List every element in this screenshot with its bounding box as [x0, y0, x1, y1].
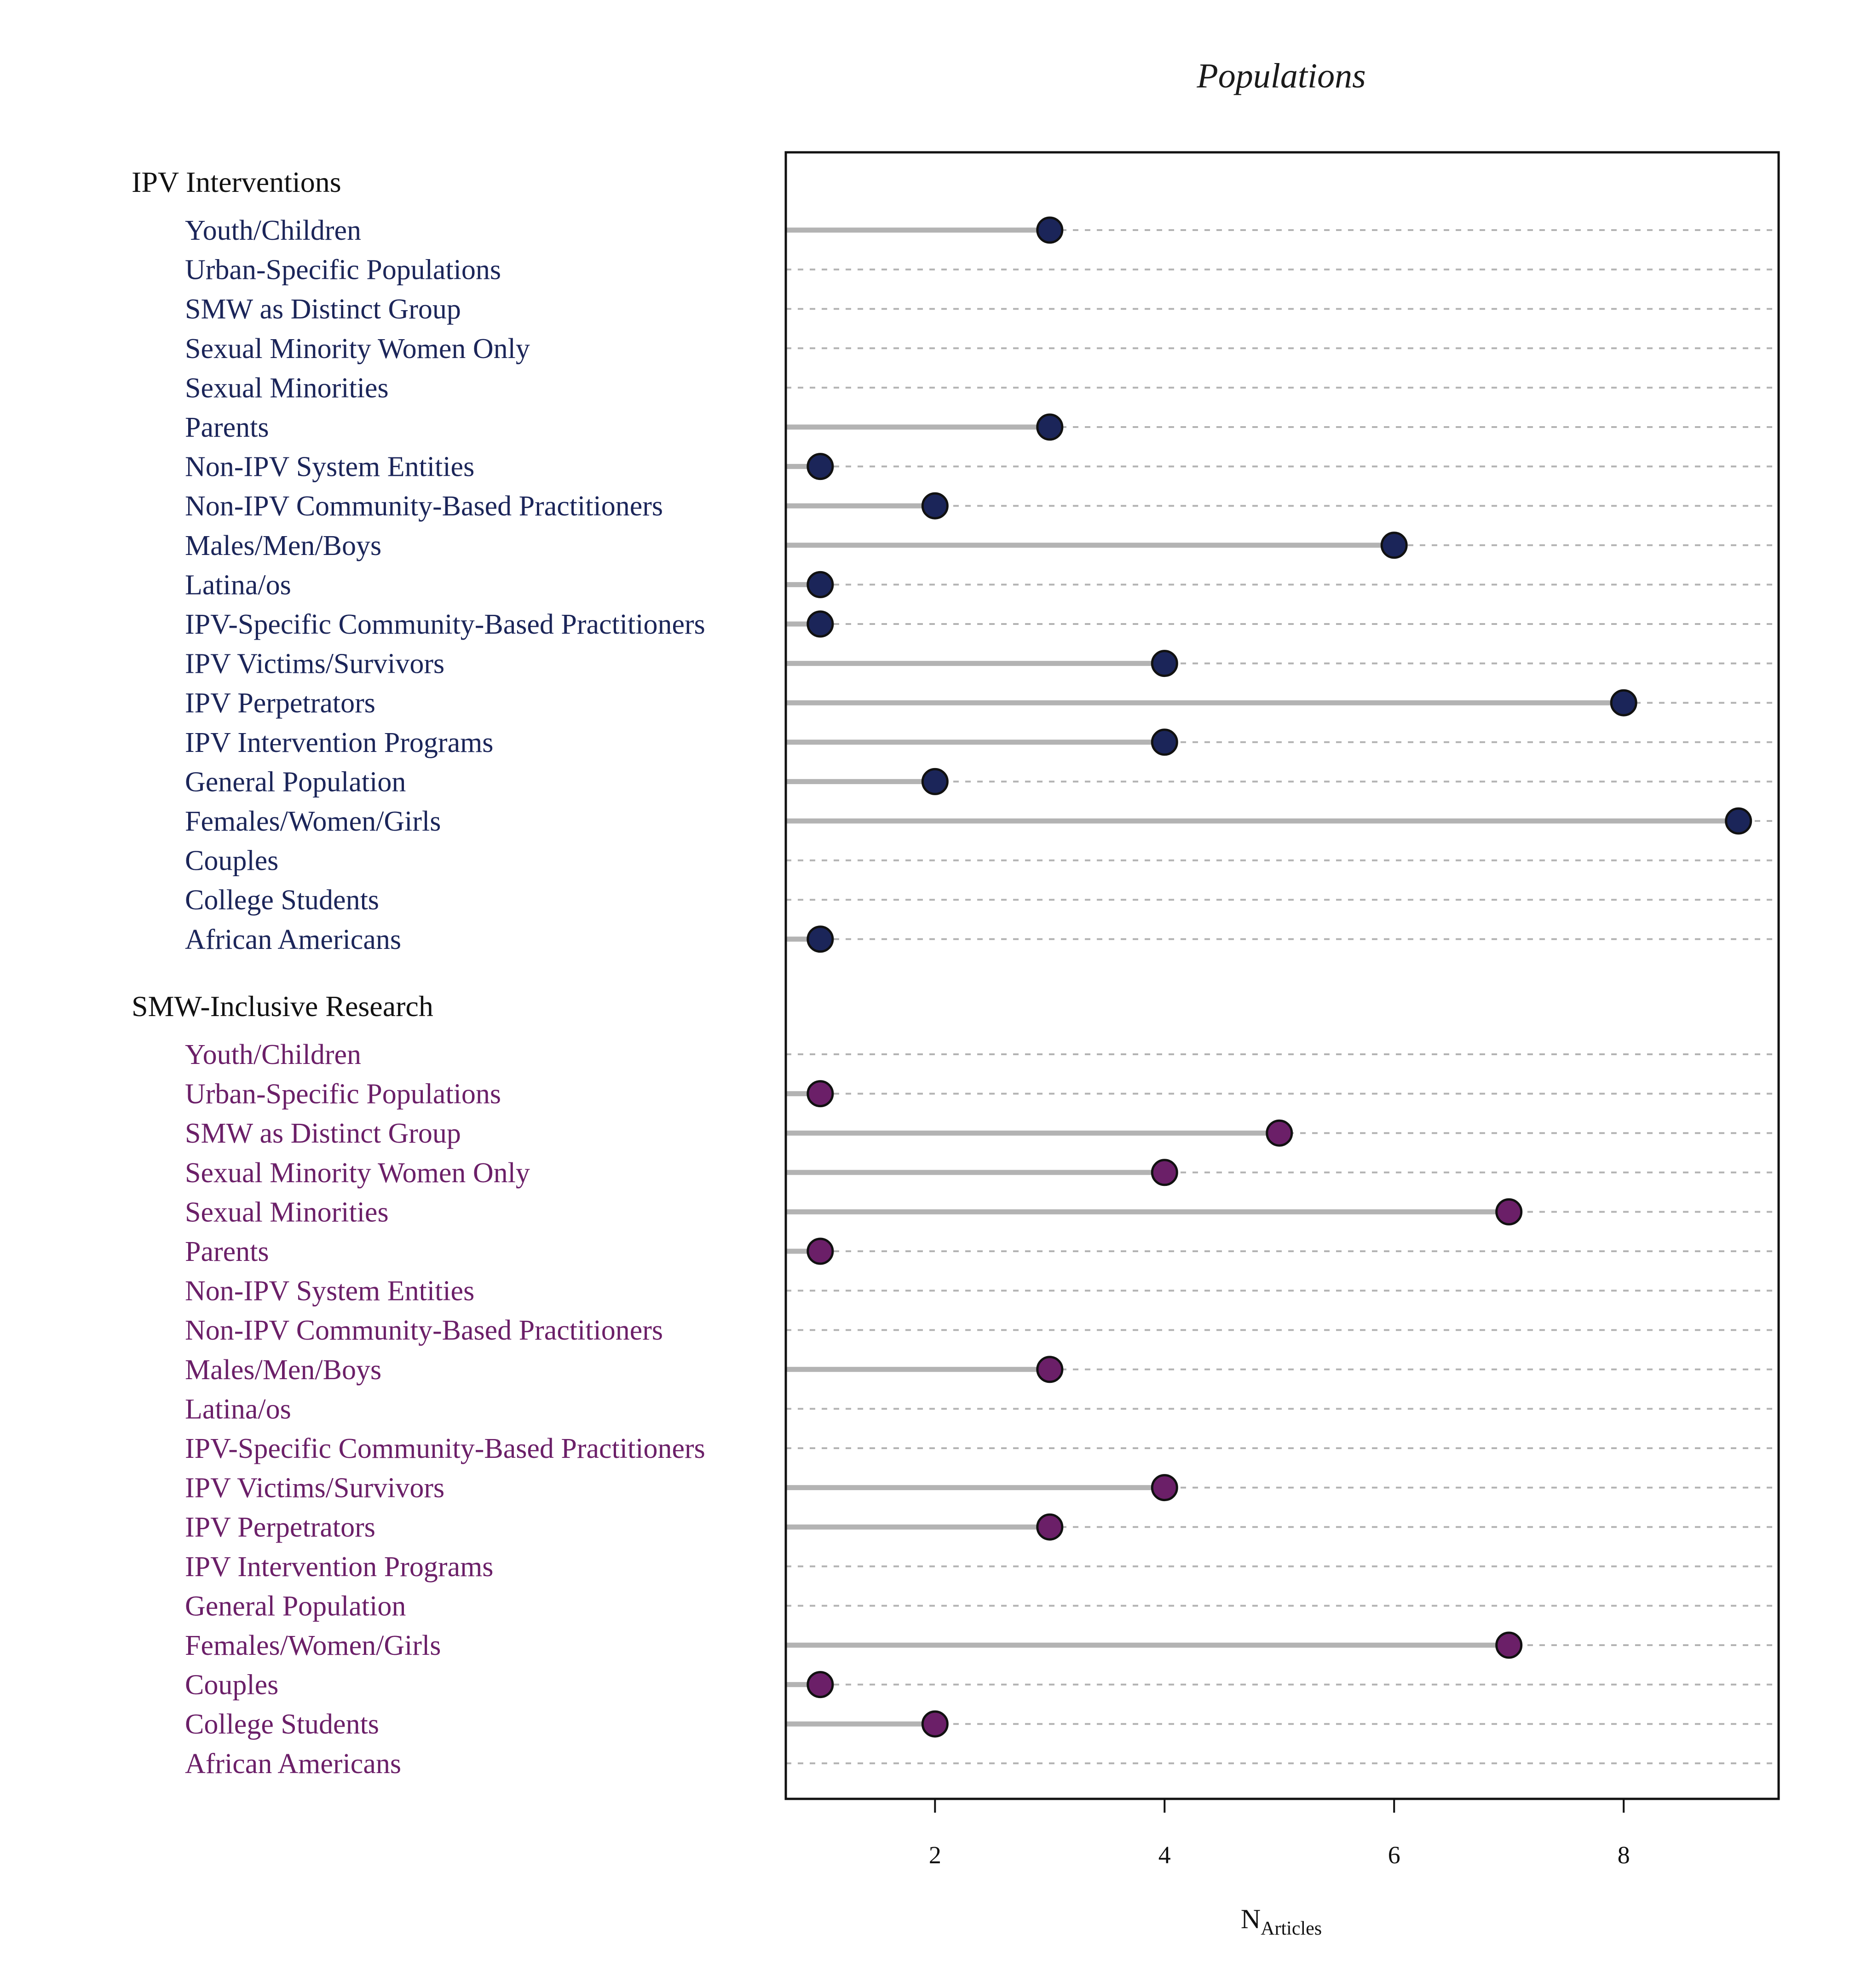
category-label-sexual-minorities: Sexual Minorities	[185, 1196, 389, 1228]
group-heading-ipv-interventions: IPV Interventions	[132, 166, 341, 198]
category-label-non-ipv-system-entities: Non-IPV System Entities	[185, 1276, 474, 1307]
category-label-ipv-perpetrators: IPV Perpetrators	[185, 1512, 375, 1543]
category-label-sexual-minority-women-only: Sexual Minority Women Only	[185, 1157, 530, 1189]
category-label-ipv-perpetrators: IPV Perpetrators	[185, 688, 375, 719]
category-label-non-ipv-community-based-practitioners: Non-IPV Community-Based Practitioners	[185, 491, 663, 522]
chart-title: Populations	[1196, 57, 1365, 95]
category-label-youth-children: Youth/Children	[185, 215, 361, 246]
x-axis-label-main: N	[1241, 1904, 1261, 1934]
group-heading-smw-inclusive-research: SMW-Inclusive Research	[132, 990, 433, 1023]
category-label-african-americans: African Americans	[185, 1748, 401, 1780]
category-label-youth-children: Youth/Children	[185, 1039, 361, 1070]
dot-ipv-interventions-ipv-victims-survivors	[1151, 650, 1178, 677]
dot-ipv-interventions-non-ipv-system-entities	[807, 453, 834, 480]
x-tick-label: 6	[1388, 1841, 1400, 1869]
dot-smw-inclusive-research-sexual-minority-women-only	[1151, 1159, 1178, 1186]
category-label-smw-as-distinct-group: SMW as Distinct Group	[185, 1118, 461, 1149]
category-label-african-americans: African Americans	[185, 924, 401, 955]
dot-ipv-interventions-ipv-specific-community-based-practitioners	[807, 610, 834, 638]
category-label-college-students: College Students	[185, 884, 379, 916]
category-label-smw-as-distinct-group: SMW as Distinct Group	[185, 294, 461, 325]
x-tick-label: 8	[1618, 1841, 1630, 1869]
dot-smw-inclusive-research-urban-specific-populations	[807, 1080, 834, 1108]
category-label-ipv-victims-survivors: IPV Victims/Survivors	[185, 648, 444, 680]
category-label-sexual-minority-women-only: Sexual Minority Women Only	[185, 333, 530, 364]
dot-smw-inclusive-research-males-men-boys	[1036, 1356, 1064, 1383]
category-label-latina-os: Latina/os	[185, 569, 291, 601]
category-label-ipv-intervention-programs: IPV Intervention Programs	[185, 727, 493, 758]
category-label-parents: Parents	[185, 1236, 269, 1267]
dot-ipv-interventions-african-americans	[807, 925, 834, 953]
category-label-college-students: College Students	[185, 1709, 379, 1740]
x-axis-label-subscript: Articles	[1261, 1918, 1322, 1939]
lollipop-dots	[807, 216, 1752, 1738]
category-label-couples: Couples	[185, 1670, 278, 1701]
dot-smw-inclusive-research-college-students	[921, 1710, 949, 1738]
dot-ipv-interventions-youth-children	[1036, 216, 1064, 244]
category-label-ipv-victims-survivors: IPV Victims/Survivors	[185, 1473, 444, 1504]
x-axis-label: NArticles	[1241, 1904, 1322, 1939]
category-label-ipv-specific-community-based-practitioners: IPV-Specific Community-Based Practitione…	[185, 1433, 705, 1464]
x-tick-label: 4	[1158, 1841, 1171, 1869]
dot-smw-inclusive-research-couples	[807, 1671, 834, 1699]
category-label-urban-specific-populations: Urban-Specific Populations	[185, 1079, 501, 1110]
dot-smw-inclusive-research-females-women-girls	[1495, 1631, 1523, 1659]
dot-ipv-interventions-males-men-boys	[1380, 532, 1408, 559]
lollipop-stems	[786, 227, 1739, 1727]
x-axis: 2 4 6 8	[929, 1799, 1630, 1869]
category-label-urban-specific-populations: Urban-Specific Populations	[185, 254, 501, 286]
category-label-latina-os: Latina/os	[185, 1393, 291, 1425]
category-label-males-men-boys: Males/Men/Boys	[185, 1354, 381, 1386]
plot-frame	[784, 151, 1780, 1800]
category-label-general-population: General Population	[185, 766, 406, 798]
dot-ipv-interventions-females-women-girls	[1725, 807, 1752, 835]
category-label-ipv-specific-community-based-practitioners: IPV-Specific Community-Based Practitione…	[185, 609, 705, 640]
category-label-general-population: General Population	[185, 1590, 406, 1622]
guide-lines	[786, 229, 1779, 1764]
category-label-ipv-intervention-programs: IPV Intervention Programs	[185, 1551, 493, 1583]
category-label-males-men-boys: Males/Men/Boys	[185, 530, 381, 561]
dot-smw-inclusive-research-ipv-victims-survivors	[1151, 1474, 1178, 1502]
category-label-parents: Parents	[185, 412, 269, 443]
dot-ipv-interventions-ipv-perpetrators	[1610, 689, 1637, 717]
dot-ipv-interventions-ipv-intervention-programs	[1151, 728, 1178, 756]
dot-smw-inclusive-research-ipv-perpetrators	[1036, 1513, 1064, 1541]
x-tick-label: 2	[929, 1841, 941, 1869]
category-label-sexual-minorities: Sexual Minorities	[185, 372, 389, 404]
dot-smw-inclusive-research-sexual-minorities	[1495, 1198, 1523, 1225]
category-label-females-women-girls: Females/Women/Girls	[185, 1630, 441, 1661]
dot-ipv-interventions-general-population	[921, 768, 949, 795]
dot-smw-inclusive-research-parents	[807, 1237, 834, 1265]
dot-ipv-interventions-latina-os	[807, 571, 834, 598]
category-label-non-ipv-community-based-practitioners: Non-IPV Community-Based Practitioners	[185, 1315, 663, 1346]
category-label-females-women-girls: Females/Women/Girls	[185, 806, 441, 837]
category-label-non-ipv-system-entities: Non-IPV System Entities	[185, 451, 474, 483]
category-label-couples: Couples	[185, 845, 278, 877]
dot-smw-inclusive-research-smw-as-distinct-group	[1266, 1119, 1293, 1147]
dot-ipv-interventions-non-ipv-community-based-practitioners	[921, 492, 949, 520]
category-labels: IPV Interventions Youth/Children Urban-Spe…	[132, 166, 705, 1780]
dot-ipv-interventions-parents	[1036, 413, 1064, 441]
